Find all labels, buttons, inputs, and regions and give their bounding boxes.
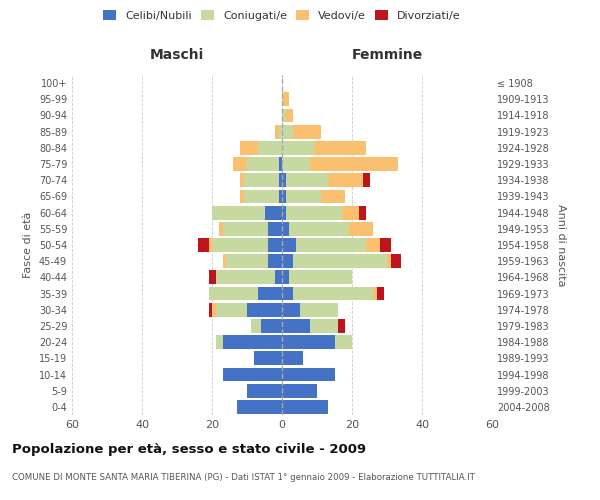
Bar	[275, 270, 282, 284]
Bar	[247, 157, 278, 171]
Bar	[268, 222, 282, 235]
Bar	[268, 238, 282, 252]
Bar	[244, 174, 278, 187]
Text: COMUNE DI MONTE SANTA MARIA TIBERINA (PG) - Dati ISTAT 1° gennaio 2009 - Elabora: COMUNE DI MONTE SANTA MARIA TIBERINA (PG…	[12, 472, 475, 482]
Bar	[240, 190, 244, 203]
Bar	[282, 368, 335, 382]
Bar	[215, 270, 275, 284]
Bar	[215, 336, 223, 349]
Bar	[387, 254, 391, 268]
Bar	[268, 254, 282, 268]
Bar	[278, 125, 282, 138]
Bar	[282, 352, 303, 365]
Bar	[341, 206, 359, 220]
Bar	[223, 254, 226, 268]
Bar	[293, 254, 387, 268]
Bar	[362, 174, 370, 187]
Y-axis label: Anni di nascita: Anni di nascita	[556, 204, 566, 286]
Bar	[282, 141, 314, 154]
Bar	[314, 141, 366, 154]
Bar	[212, 206, 265, 220]
Bar	[282, 157, 310, 171]
Legend: Celibi/Nubili, Coniugati/e, Vedovi/e, Divorziati/e: Celibi/Nubili, Coniugati/e, Vedovi/e, Di…	[101, 8, 463, 24]
Bar	[349, 222, 373, 235]
Bar	[282, 254, 293, 268]
Bar	[278, 157, 282, 171]
Bar	[209, 270, 215, 284]
Bar	[391, 254, 401, 268]
Text: Popolazione per età, sesso e stato civile - 2009: Popolazione per età, sesso e stato civil…	[12, 442, 366, 456]
Bar	[240, 141, 257, 154]
Bar	[244, 190, 278, 203]
Bar	[257, 286, 282, 300]
Bar	[219, 222, 223, 235]
Bar	[282, 270, 289, 284]
Bar	[310, 319, 338, 333]
Bar	[293, 286, 373, 300]
Bar	[366, 238, 380, 252]
Bar	[328, 174, 362, 187]
Bar	[377, 286, 383, 300]
Bar	[282, 336, 335, 349]
Bar	[254, 352, 282, 365]
Bar	[236, 400, 282, 414]
Bar	[257, 141, 282, 154]
Bar	[247, 384, 282, 398]
Bar	[320, 190, 345, 203]
Bar	[209, 286, 257, 300]
Bar	[282, 92, 289, 106]
Bar	[282, 400, 328, 414]
Bar	[212, 303, 215, 316]
Bar	[240, 174, 244, 187]
Bar	[223, 336, 282, 349]
Bar	[282, 384, 317, 398]
Bar	[380, 238, 391, 252]
Bar	[209, 303, 212, 316]
Bar	[310, 157, 398, 171]
Bar	[338, 319, 345, 333]
Bar	[299, 303, 338, 316]
Bar	[282, 206, 286, 220]
Text: Femmine: Femmine	[352, 48, 422, 62]
Bar	[335, 336, 352, 349]
Bar	[215, 303, 247, 316]
Bar	[282, 238, 296, 252]
Bar	[282, 303, 299, 316]
Bar	[223, 368, 282, 382]
Bar	[282, 125, 293, 138]
Bar	[275, 125, 278, 138]
Bar	[286, 174, 328, 187]
Bar	[289, 270, 352, 284]
Bar	[251, 319, 261, 333]
Bar	[265, 206, 282, 220]
Bar	[282, 222, 289, 235]
Bar	[198, 238, 209, 252]
Bar	[282, 174, 286, 187]
Bar	[282, 286, 293, 300]
Bar	[282, 108, 286, 122]
Bar	[223, 222, 268, 235]
Bar	[286, 108, 293, 122]
Bar	[373, 286, 377, 300]
Bar	[209, 238, 212, 252]
Bar	[212, 238, 268, 252]
Bar	[278, 190, 282, 203]
Bar	[296, 238, 366, 252]
Bar	[282, 190, 286, 203]
Y-axis label: Fasce di età: Fasce di età	[23, 212, 33, 278]
Bar	[286, 206, 341, 220]
Bar	[233, 157, 247, 171]
Bar	[282, 319, 310, 333]
Bar	[278, 174, 282, 187]
Text: Maschi: Maschi	[150, 48, 204, 62]
Bar	[286, 190, 320, 203]
Bar	[293, 125, 320, 138]
Bar	[359, 206, 366, 220]
Bar	[289, 222, 349, 235]
Bar	[226, 254, 268, 268]
Bar	[261, 319, 282, 333]
Bar	[247, 303, 282, 316]
